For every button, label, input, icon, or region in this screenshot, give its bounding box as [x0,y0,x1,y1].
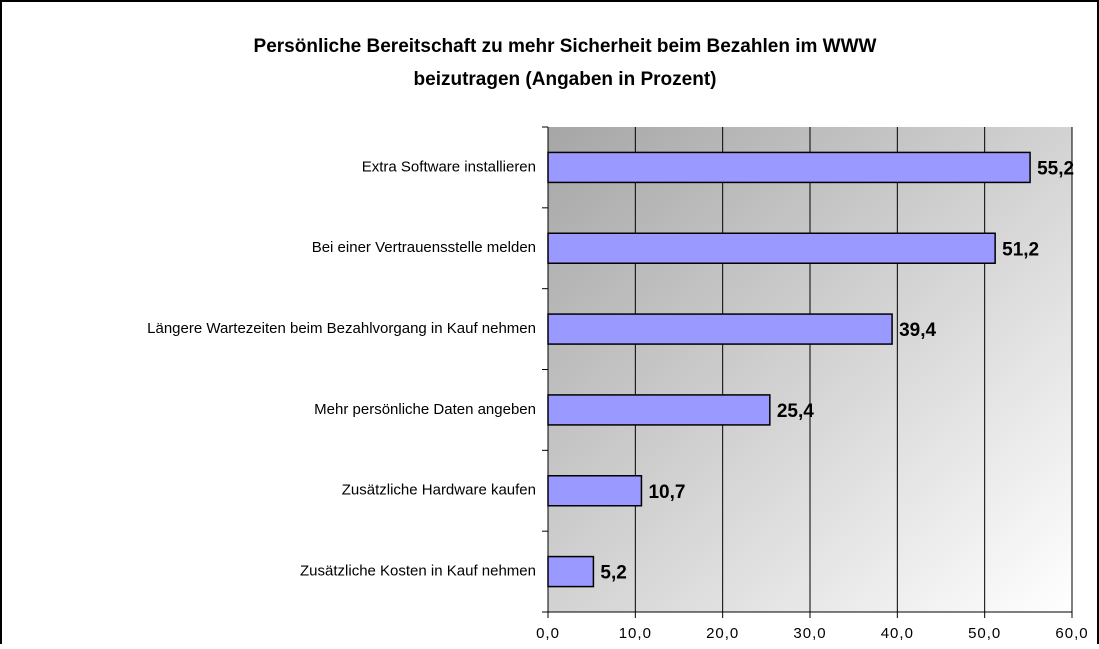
x-tick-label: 30,0 [793,625,826,642]
bar [547,232,996,264]
chart-title: beizutragen (Angaben in Prozent) [414,69,717,90]
chart-title: Persönliche Bereitschaft zu mehr Sicherh… [254,36,877,57]
x-tick-label: 40,0 [881,625,914,642]
data-label: 51,2 [1002,239,1039,260]
data-label: 39,4 [899,320,936,341]
y-tick-label: Bei einer Vertrauensstelle melden [312,239,536,256]
y-tick-label: Extra Software installieren [362,158,536,175]
x-tick-label: 0,0 [536,625,560,642]
y-tick-label: Zusätzliche Kosten in Kauf nehmen [300,563,536,580]
x-tick-label: 20,0 [706,625,739,642]
bar [547,151,1031,184]
x-tick-label: 10,0 [619,625,652,642]
x-tick-label: 60,0 [1055,625,1088,642]
bar [547,555,595,588]
bar [547,394,771,426]
y-tick-label: Zusätzliche Hardware kaufen [342,482,536,499]
y-tick-label: Mehr persönliche Daten angeben [314,401,536,418]
data-label: 5,2 [600,563,626,584]
bar [547,475,643,507]
data-label: 10,7 [648,482,685,503]
y-tick-label: Längere Wartezeiten beim Bezahlvorgang i… [147,320,536,337]
data-label: 25,4 [777,401,814,422]
data-label: 55,2 [1037,158,1074,179]
x-tick-label: 50,0 [968,625,1001,642]
bar [547,313,893,345]
